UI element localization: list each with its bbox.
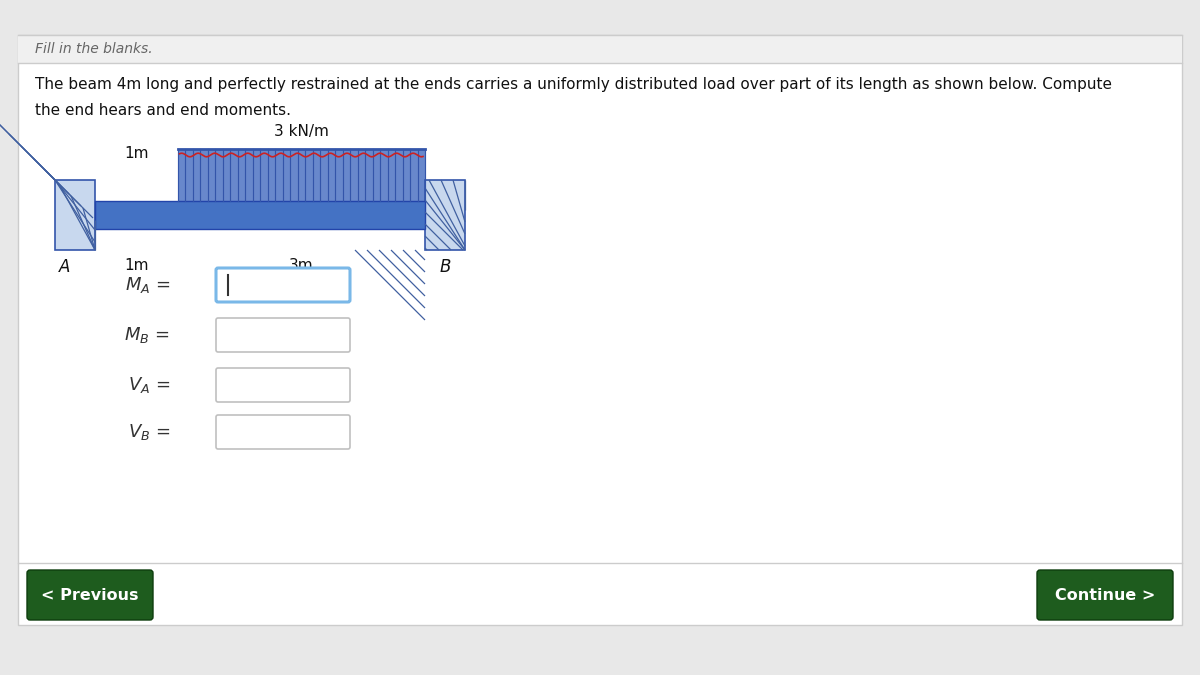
Bar [425,180,466,250]
Text: B: B [439,258,451,276]
Text: 1m: 1m [124,258,149,273]
Text: $V_A$ =: $V_A$ = [127,375,170,395]
Text: $M_B$ =: $M_B$ = [125,325,170,345]
Text: the end hears and end moments.: the end hears and end moments. [35,103,292,118]
FancyBboxPatch shape [216,368,350,402]
Bar [55,180,95,250]
Text: Fill in the blanks.: Fill in the blanks. [35,42,152,56]
Text: $V_B$ =: $V_B$ = [127,422,170,442]
FancyBboxPatch shape [28,570,154,620]
Text: A: A [59,258,71,276]
Bar [18,35,1182,63]
Text: The beam 4m long and perfectly restrained at the ends carries a uniformly distri: The beam 4m long and perfectly restraine… [35,77,1112,92]
FancyBboxPatch shape [216,415,350,449]
Text: $M_A$ =: $M_A$ = [125,275,170,295]
FancyBboxPatch shape [1037,570,1174,620]
Text: 3m: 3m [289,258,313,273]
Text: 1m: 1m [124,146,149,161]
Bar [178,149,425,201]
FancyBboxPatch shape [216,268,350,302]
FancyBboxPatch shape [216,318,350,352]
Text: < Previous: < Previous [41,587,139,603]
Text: Continue >: Continue > [1055,587,1156,603]
Text: 3 kN/m: 3 kN/m [274,124,329,139]
Bar [95,201,425,229]
Bar [18,35,1182,625]
